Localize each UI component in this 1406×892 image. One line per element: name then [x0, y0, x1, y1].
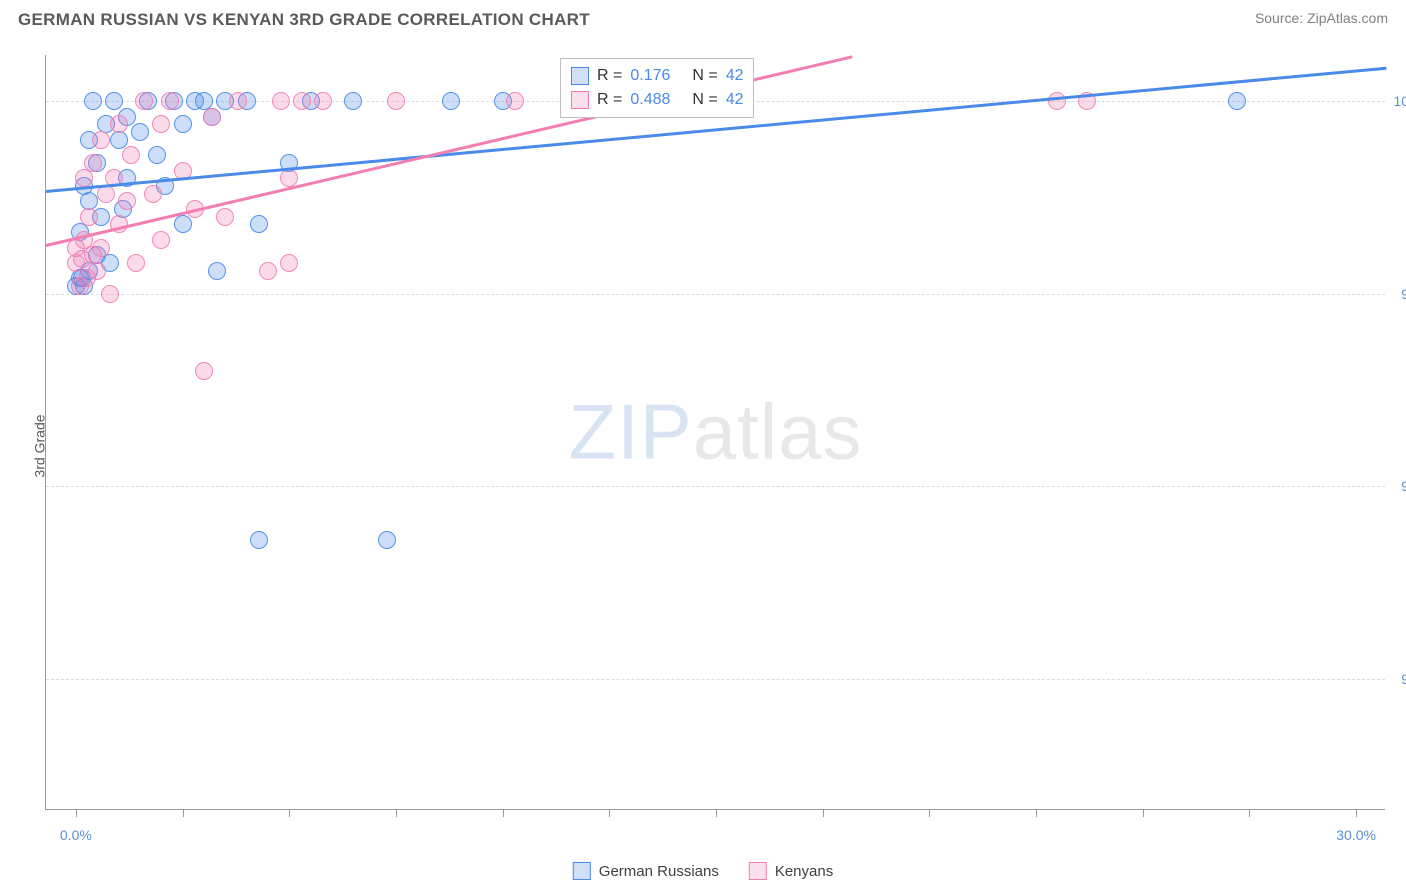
data-point	[101, 285, 119, 303]
data-point	[1228, 92, 1246, 110]
data-point	[259, 262, 277, 280]
legend-label: German Russians	[599, 863, 719, 880]
chart-title: GERMAN RUSSIAN VS KENYAN 3RD GRADE CORRE…	[18, 10, 590, 30]
source-label: Source: ZipAtlas.com	[1255, 10, 1388, 26]
legend-item-german-russians: German Russians	[573, 862, 719, 880]
data-point	[84, 92, 102, 110]
x-tick	[716, 809, 717, 817]
data-point	[174, 115, 192, 133]
r-value: 0.488	[630, 88, 684, 112]
data-point	[208, 262, 226, 280]
data-point	[110, 131, 128, 149]
watermark: ZIPatlas	[568, 387, 862, 478]
data-point	[1048, 92, 1066, 110]
x-tick	[1036, 809, 1037, 817]
data-point	[80, 208, 98, 226]
watermark-atlas: atlas	[693, 388, 863, 476]
data-point	[195, 362, 213, 380]
data-point	[92, 131, 110, 149]
data-point	[272, 92, 290, 110]
data-point	[92, 239, 110, 257]
gridline	[46, 679, 1385, 680]
data-point	[127, 254, 145, 272]
data-point	[131, 123, 149, 141]
r-value: 0.176	[630, 64, 684, 88]
x-tick	[503, 809, 504, 817]
x-tick	[823, 809, 824, 817]
legend-swatch-icon	[571, 67, 589, 85]
legend-swatch-icon	[573, 862, 591, 880]
data-point	[84, 154, 102, 172]
n-value: 42	[726, 64, 744, 88]
x-tick	[609, 809, 610, 817]
data-point	[122, 146, 140, 164]
x-tick-label: 0.0%	[60, 827, 92, 843]
data-point	[110, 115, 128, 133]
data-point	[88, 262, 106, 280]
data-point	[506, 92, 524, 110]
data-point	[442, 92, 460, 110]
x-tick	[929, 809, 930, 817]
data-point	[152, 231, 170, 249]
legend-item-kenyans: Kenyans	[749, 862, 833, 880]
data-point	[161, 92, 179, 110]
data-point	[152, 115, 170, 133]
data-point	[378, 531, 396, 549]
watermark-zip: ZIP	[568, 388, 692, 476]
data-point	[387, 92, 405, 110]
scatter-plot-area: ZIPatlas 92.5%95.0%97.5%100.0%0.0%30.0%	[45, 55, 1385, 810]
data-point	[229, 92, 247, 110]
y-tick-label: 100.0%	[1394, 93, 1406, 109]
data-point	[144, 185, 162, 203]
x-tick-label: 30.0%	[1336, 827, 1376, 843]
data-point	[314, 92, 332, 110]
gridline	[46, 486, 1385, 487]
correlation-stats-box: R = 0.176 N = 42 R = 0.488 N = 42	[560, 58, 754, 118]
x-tick	[183, 809, 184, 817]
bottom-legend: German Russians Kenyans	[573, 862, 833, 880]
data-point	[216, 208, 234, 226]
x-tick	[289, 809, 290, 817]
r-label: R =	[597, 88, 622, 112]
y-tick-label: 92.5%	[1401, 671, 1406, 687]
x-tick	[76, 809, 77, 817]
x-tick	[1249, 809, 1250, 817]
stats-row: R = 0.176 N = 42	[571, 64, 743, 88]
x-tick	[1356, 809, 1357, 817]
data-point	[280, 254, 298, 272]
legend-label: Kenyans	[775, 863, 833, 880]
gridline	[46, 294, 1385, 295]
n-label: N =	[692, 64, 717, 88]
data-point	[118, 192, 136, 210]
data-point	[250, 531, 268, 549]
r-label: R =	[597, 64, 622, 88]
legend-swatch-icon	[571, 91, 589, 109]
x-tick	[396, 809, 397, 817]
data-point	[135, 92, 153, 110]
data-point	[344, 92, 362, 110]
y-tick-label: 95.0%	[1401, 478, 1406, 494]
data-point	[75, 169, 93, 187]
data-point	[250, 215, 268, 233]
y-tick-label: 97.5%	[1401, 286, 1406, 302]
legend-swatch-icon	[749, 862, 767, 880]
n-label: N =	[692, 88, 717, 112]
data-point	[105, 92, 123, 110]
data-point	[293, 92, 311, 110]
data-point	[174, 215, 192, 233]
x-tick	[1143, 809, 1144, 817]
data-point	[203, 108, 221, 126]
data-point	[148, 146, 166, 164]
n-value: 42	[726, 88, 744, 112]
stats-row: R = 0.488 N = 42	[571, 88, 743, 112]
